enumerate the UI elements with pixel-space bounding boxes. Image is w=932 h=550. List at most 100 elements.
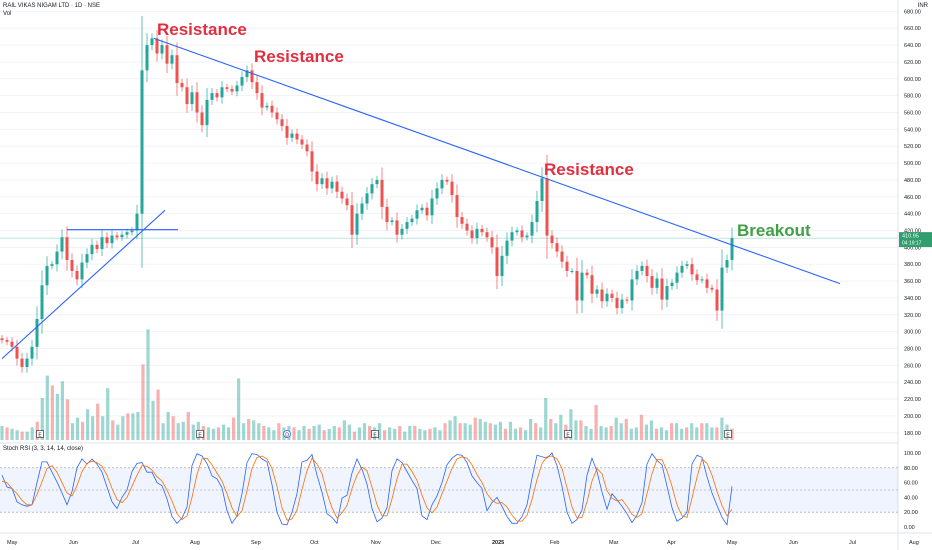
candle	[695, 269, 699, 286]
candle	[155, 30, 159, 62]
dividend-marker	[283, 430, 291, 438]
annotation-label: Resistance	[544, 159, 634, 179]
candle	[555, 237, 559, 258]
volume-bar	[216, 427, 221, 440]
candle-body	[455, 195, 459, 218]
candle-body	[430, 198, 434, 216]
volume-bar	[579, 420, 583, 440]
volume-bar	[675, 423, 679, 440]
candle	[105, 232, 109, 248]
price-tick-label: 240.00	[904, 380, 921, 386]
candle-body	[190, 92, 194, 105]
candle-body	[485, 232, 489, 238]
volume-bar	[508, 421, 513, 440]
event-marker: E	[564, 430, 572, 438]
event-marker: E	[196, 430, 204, 438]
candle	[400, 224, 404, 240]
event-marker: E	[36, 430, 44, 438]
candle-body	[340, 191, 344, 199]
candle	[70, 253, 74, 278]
earnings-marker	[724, 430, 732, 438]
candle-body	[5, 340, 9, 342]
volume-bar	[413, 426, 417, 440]
candle-body	[685, 264, 689, 266]
candle-body	[620, 299, 624, 309]
candle	[300, 134, 304, 150]
candle-body	[480, 228, 484, 233]
volume-bar	[695, 427, 699, 440]
candle-body	[70, 260, 74, 271]
price-tick-label: 260.00	[904, 363, 921, 369]
candle-body	[585, 272, 589, 276]
candle	[305, 139, 309, 157]
candle-body	[90, 244, 94, 255]
volume-bar	[262, 426, 266, 440]
volume-bar	[554, 423, 558, 440]
candle-body	[575, 270, 579, 301]
price-tick-label: 640.00	[904, 43, 921, 49]
rsi-tick-label: 80.00	[904, 466, 918, 472]
candle	[580, 259, 584, 314]
candle-body	[610, 293, 614, 298]
candle-body	[705, 279, 709, 288]
candle	[680, 260, 684, 278]
candle-body	[445, 179, 449, 182]
volume-bar	[5, 427, 9, 440]
candle-body	[305, 144, 309, 152]
candle-body	[600, 289, 604, 302]
candle	[0, 335, 4, 344]
candle-body	[570, 270, 574, 272]
time-tick-label: Oct	[310, 540, 319, 546]
candle	[665, 278, 669, 308]
candle	[470, 225, 474, 244]
event-marker: D	[283, 430, 291, 438]
price-tick-label: 520.00	[904, 144, 921, 150]
volume-bar	[730, 428, 734, 440]
candle-body	[195, 92, 199, 113]
candle-body	[110, 235, 114, 244]
candle-body	[255, 82, 259, 94]
annotation-label: Resistance	[254, 46, 344, 66]
rsi-tick-label: 40.00	[904, 495, 918, 501]
volume-bar	[534, 423, 538, 440]
candle-body	[330, 181, 334, 189]
time-tick-label: Nov	[371, 540, 381, 546]
volume-bar	[332, 426, 336, 440]
earnings-marker	[371, 430, 379, 438]
volume-bar	[231, 417, 236, 440]
volume-bar	[186, 412, 190, 440]
candle-body	[280, 119, 284, 126]
candle	[685, 260, 689, 270]
candle-body	[315, 171, 319, 185]
candle	[490, 230, 494, 254]
event-marker-label: D	[285, 432, 289, 438]
candle	[120, 231, 124, 241]
candle	[630, 269, 634, 311]
candle	[45, 256, 49, 295]
candle	[195, 82, 199, 123]
volume-bar	[685, 427, 689, 440]
trendline	[1, 209, 166, 360]
candle-body	[695, 274, 699, 281]
candle	[60, 229, 64, 260]
volume-bar	[292, 427, 296, 440]
time-tick-label: Jun	[789, 540, 798, 546]
stoch-rsi-pane: 100.00 80.00 60.00 40.00 20.00 0.00	[0, 442, 921, 531]
volume-bar	[30, 427, 34, 440]
volume-bar	[403, 431, 407, 440]
annotation-label: Breakout	[737, 221, 811, 241]
candle	[200, 105, 204, 133]
volume-bar	[131, 413, 135, 440]
candle-body	[435, 188, 439, 199]
candle-body	[250, 70, 254, 83]
candle	[430, 189, 434, 225]
volume-bar	[393, 428, 397, 440]
candle-body	[550, 235, 554, 244]
time-tick-label: May	[727, 540, 738, 546]
candle	[540, 167, 544, 212]
candle	[610, 289, 614, 303]
candle	[260, 85, 264, 116]
candle	[320, 173, 324, 189]
candle-body	[415, 210, 419, 219]
